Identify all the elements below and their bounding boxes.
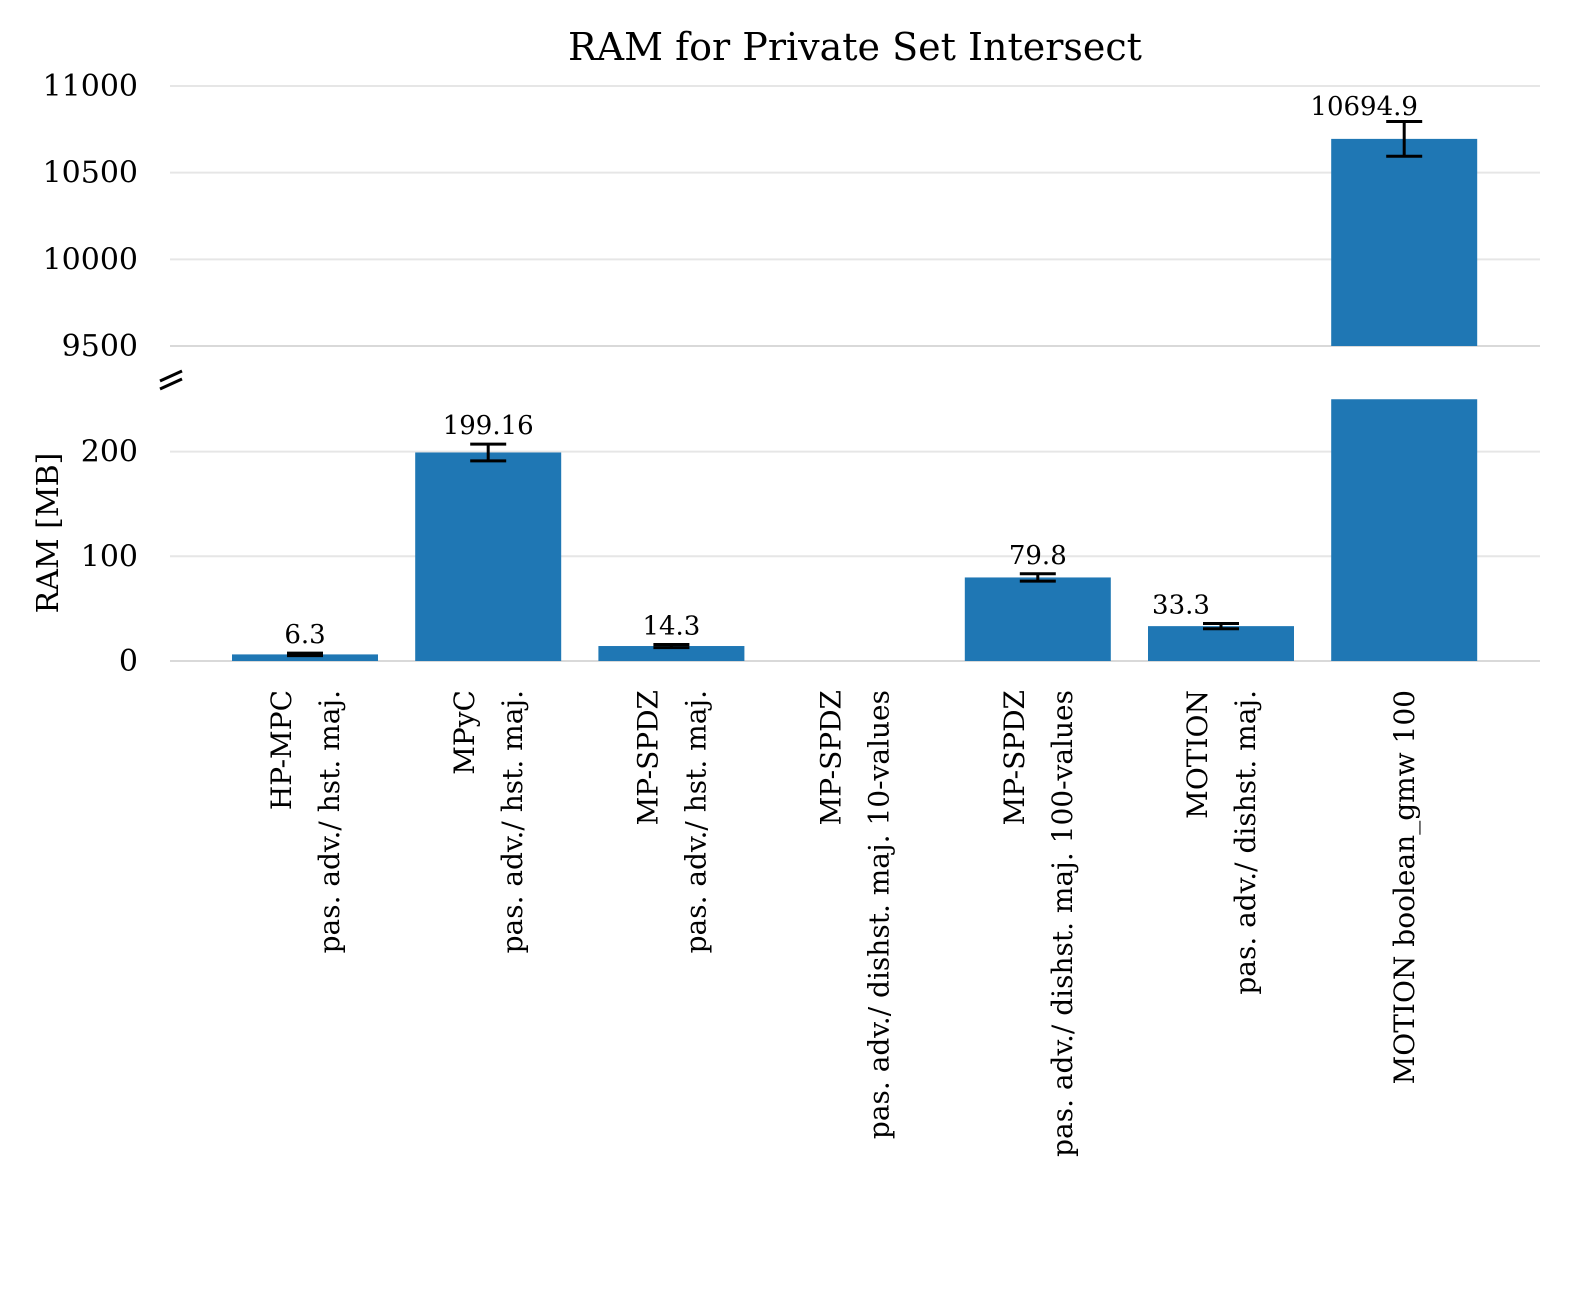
x-tick-label-line: pas. adv./ dishst. maj. 100-values	[1046, 690, 1079, 1157]
x-tick-label-line: pas. adv./ dishst. maj. 10-values	[863, 690, 896, 1139]
x-tick-label: MP-SPDZ pas. adv./ hst. maj.	[631, 690, 712, 953]
data-label: 14.3	[642, 611, 700, 641]
y-tick-label: 11000	[43, 69, 138, 104]
bar	[232, 654, 378, 661]
bar	[598, 646, 745, 661]
x-tick-label: HP-MPC pas. adv./ hst. maj.	[265, 690, 346, 953]
y-tick-label: 200	[81, 435, 138, 470]
x-tick-label: MP-SPDZ pas. adv./ dishst. maj. 100-value…	[998, 690, 1079, 1157]
data-label: 10694.9	[1310, 92, 1418, 122]
x-tick-label: MPyC pas. adv./ hst. maj.	[448, 690, 529, 953]
x-tick-label-line: pas. adv./ dishst. maj.	[1229, 690, 1262, 995]
data-label: 79.8	[1009, 541, 1067, 571]
label-layer: 6.3 HP-MPC pas. adv./ hst. maj. 199.16 MPyC p…	[265, 92, 1421, 1157]
bar	[1331, 138, 1478, 346]
data-label: 6.3	[284, 620, 325, 650]
bar	[415, 452, 562, 661]
x-tick-label-line: MP-SPDZ	[815, 690, 848, 825]
bar	[1148, 626, 1294, 661]
x-tick-label-line: pas. adv./ hst. maj.	[313, 690, 346, 953]
chart-title: RAM for Private Set Intersect	[568, 25, 1142, 69]
axis-break-mark	[159, 369, 183, 383]
data-label: 199.16	[443, 411, 534, 441]
x-tick-label-line: pas. adv./ hst. maj.	[679, 690, 712, 953]
x-tick-label-line: MP-SPDZ	[631, 690, 664, 825]
bar	[964, 577, 1111, 661]
axis-break-mark	[159, 377, 183, 391]
x-tick-label-line: HP-MPC	[265, 690, 298, 810]
y-tick-label: 10000	[43, 242, 138, 277]
y-axis-label: RAM [MB]	[31, 453, 66, 614]
x-tick-label-line: pas. adv./ hst. maj.	[496, 690, 529, 953]
y-tick-label: 100	[81, 539, 138, 574]
x-tick-label: MP-SPDZ pas. adv./ dishst. maj. 10-values	[815, 690, 896, 1139]
grid-layer	[170, 85, 1540, 662]
y-tick-label: 10500	[43, 156, 138, 191]
x-tick-label-line: MOTION boolean_gmw 100	[1388, 690, 1421, 1084]
bar-layer	[232, 120, 1478, 661]
bar-lower-segment	[1331, 399, 1478, 661]
x-tick-label-line: MP-SPDZ	[998, 690, 1031, 825]
x-tick-label: MOTION pas. adv./ dishst. maj.	[1181, 690, 1262, 995]
y-tick-label: 0	[119, 644, 138, 679]
data-label: 33.3	[1152, 591, 1210, 621]
x-tick-label-line: MPyC	[448, 690, 481, 775]
x-tick-label: MOTION boolean_gmw 100	[1388, 690, 1421, 1084]
y-tick-label: 9500	[62, 329, 138, 364]
x-tick-label-line: MOTION	[1181, 690, 1214, 819]
axis-layer: 11000 10500 10000 9500 200 100 0	[43, 69, 183, 679]
